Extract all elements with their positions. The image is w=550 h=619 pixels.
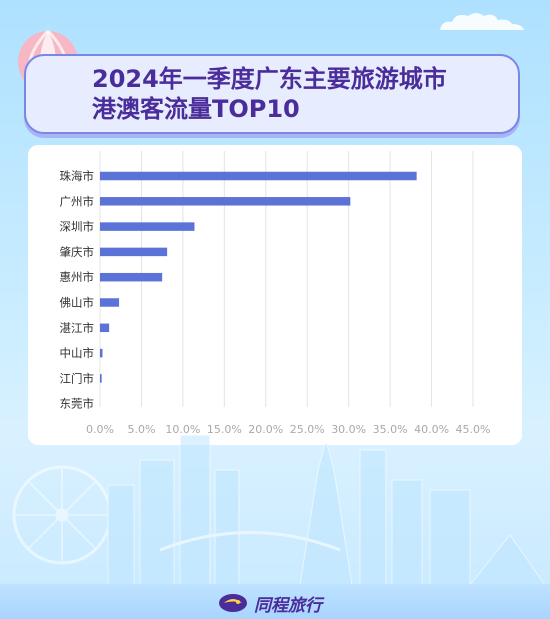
bar xyxy=(100,197,351,206)
bar xyxy=(100,298,120,307)
bar xyxy=(100,348,103,358)
x-tick-label: 15.0% xyxy=(207,423,242,436)
brand-name: 同程旅行 xyxy=(254,595,322,616)
x-tick-label: 0.0% xyxy=(86,423,114,436)
bar xyxy=(100,247,168,257)
category-label: 深圳市 xyxy=(60,220,95,234)
x-tick-label: 40.0% xyxy=(414,423,449,436)
cloud-decoration xyxy=(440,13,524,30)
chart-panel: 珠海市广州市深圳市肇庆市惠州市佛山市湛江市中山市江门市东莞市 0.0% 5.0% 1… xyxy=(28,145,522,445)
bar xyxy=(100,374,102,383)
x-tick-label: 30.0% xyxy=(331,423,366,436)
brand-logo: 同程旅行 xyxy=(218,592,322,616)
bar xyxy=(100,222,195,231)
x-tick-label: 5.0% xyxy=(127,423,155,436)
category-label: 珠海市 xyxy=(60,169,95,183)
x-tick-label: 20.0% xyxy=(248,423,283,436)
x-tick-label: 25.0% xyxy=(290,423,325,436)
category-label: 东莞市 xyxy=(60,397,95,411)
footer-band xyxy=(0,584,550,619)
tongcheng-logo-icon xyxy=(219,594,247,612)
x-tick-label: 45.0% xyxy=(456,423,491,436)
category-label: 广州市 xyxy=(60,194,95,208)
category-label: 惠州市 xyxy=(60,270,95,284)
category-label: 江门市 xyxy=(60,371,95,385)
city-skyline-illustration xyxy=(12,434,546,586)
bar xyxy=(100,323,110,333)
chart-title-line1: 2024年一季度广东主要旅游城市 xyxy=(92,65,447,93)
category-label: 佛山市 xyxy=(60,296,95,310)
category-label: 中山市 xyxy=(60,346,95,360)
x-tick-label: 35.0% xyxy=(373,423,408,436)
x-tick-label: 10.0% xyxy=(165,423,200,436)
bar xyxy=(100,171,417,181)
chart-title: 2024年一季度广东主要旅游城市 港澳客流量TOP10 xyxy=(92,64,512,124)
title-card: 2024年一季度广东主要旅游城市 港澳客流量TOP10 xyxy=(24,54,520,134)
category-label: 湛江市 xyxy=(60,321,95,335)
category-label: 肇庆市 xyxy=(60,245,95,259)
bar xyxy=(100,272,163,282)
chart-title-line2: 港澳客流量TOP10 xyxy=(92,95,300,123)
